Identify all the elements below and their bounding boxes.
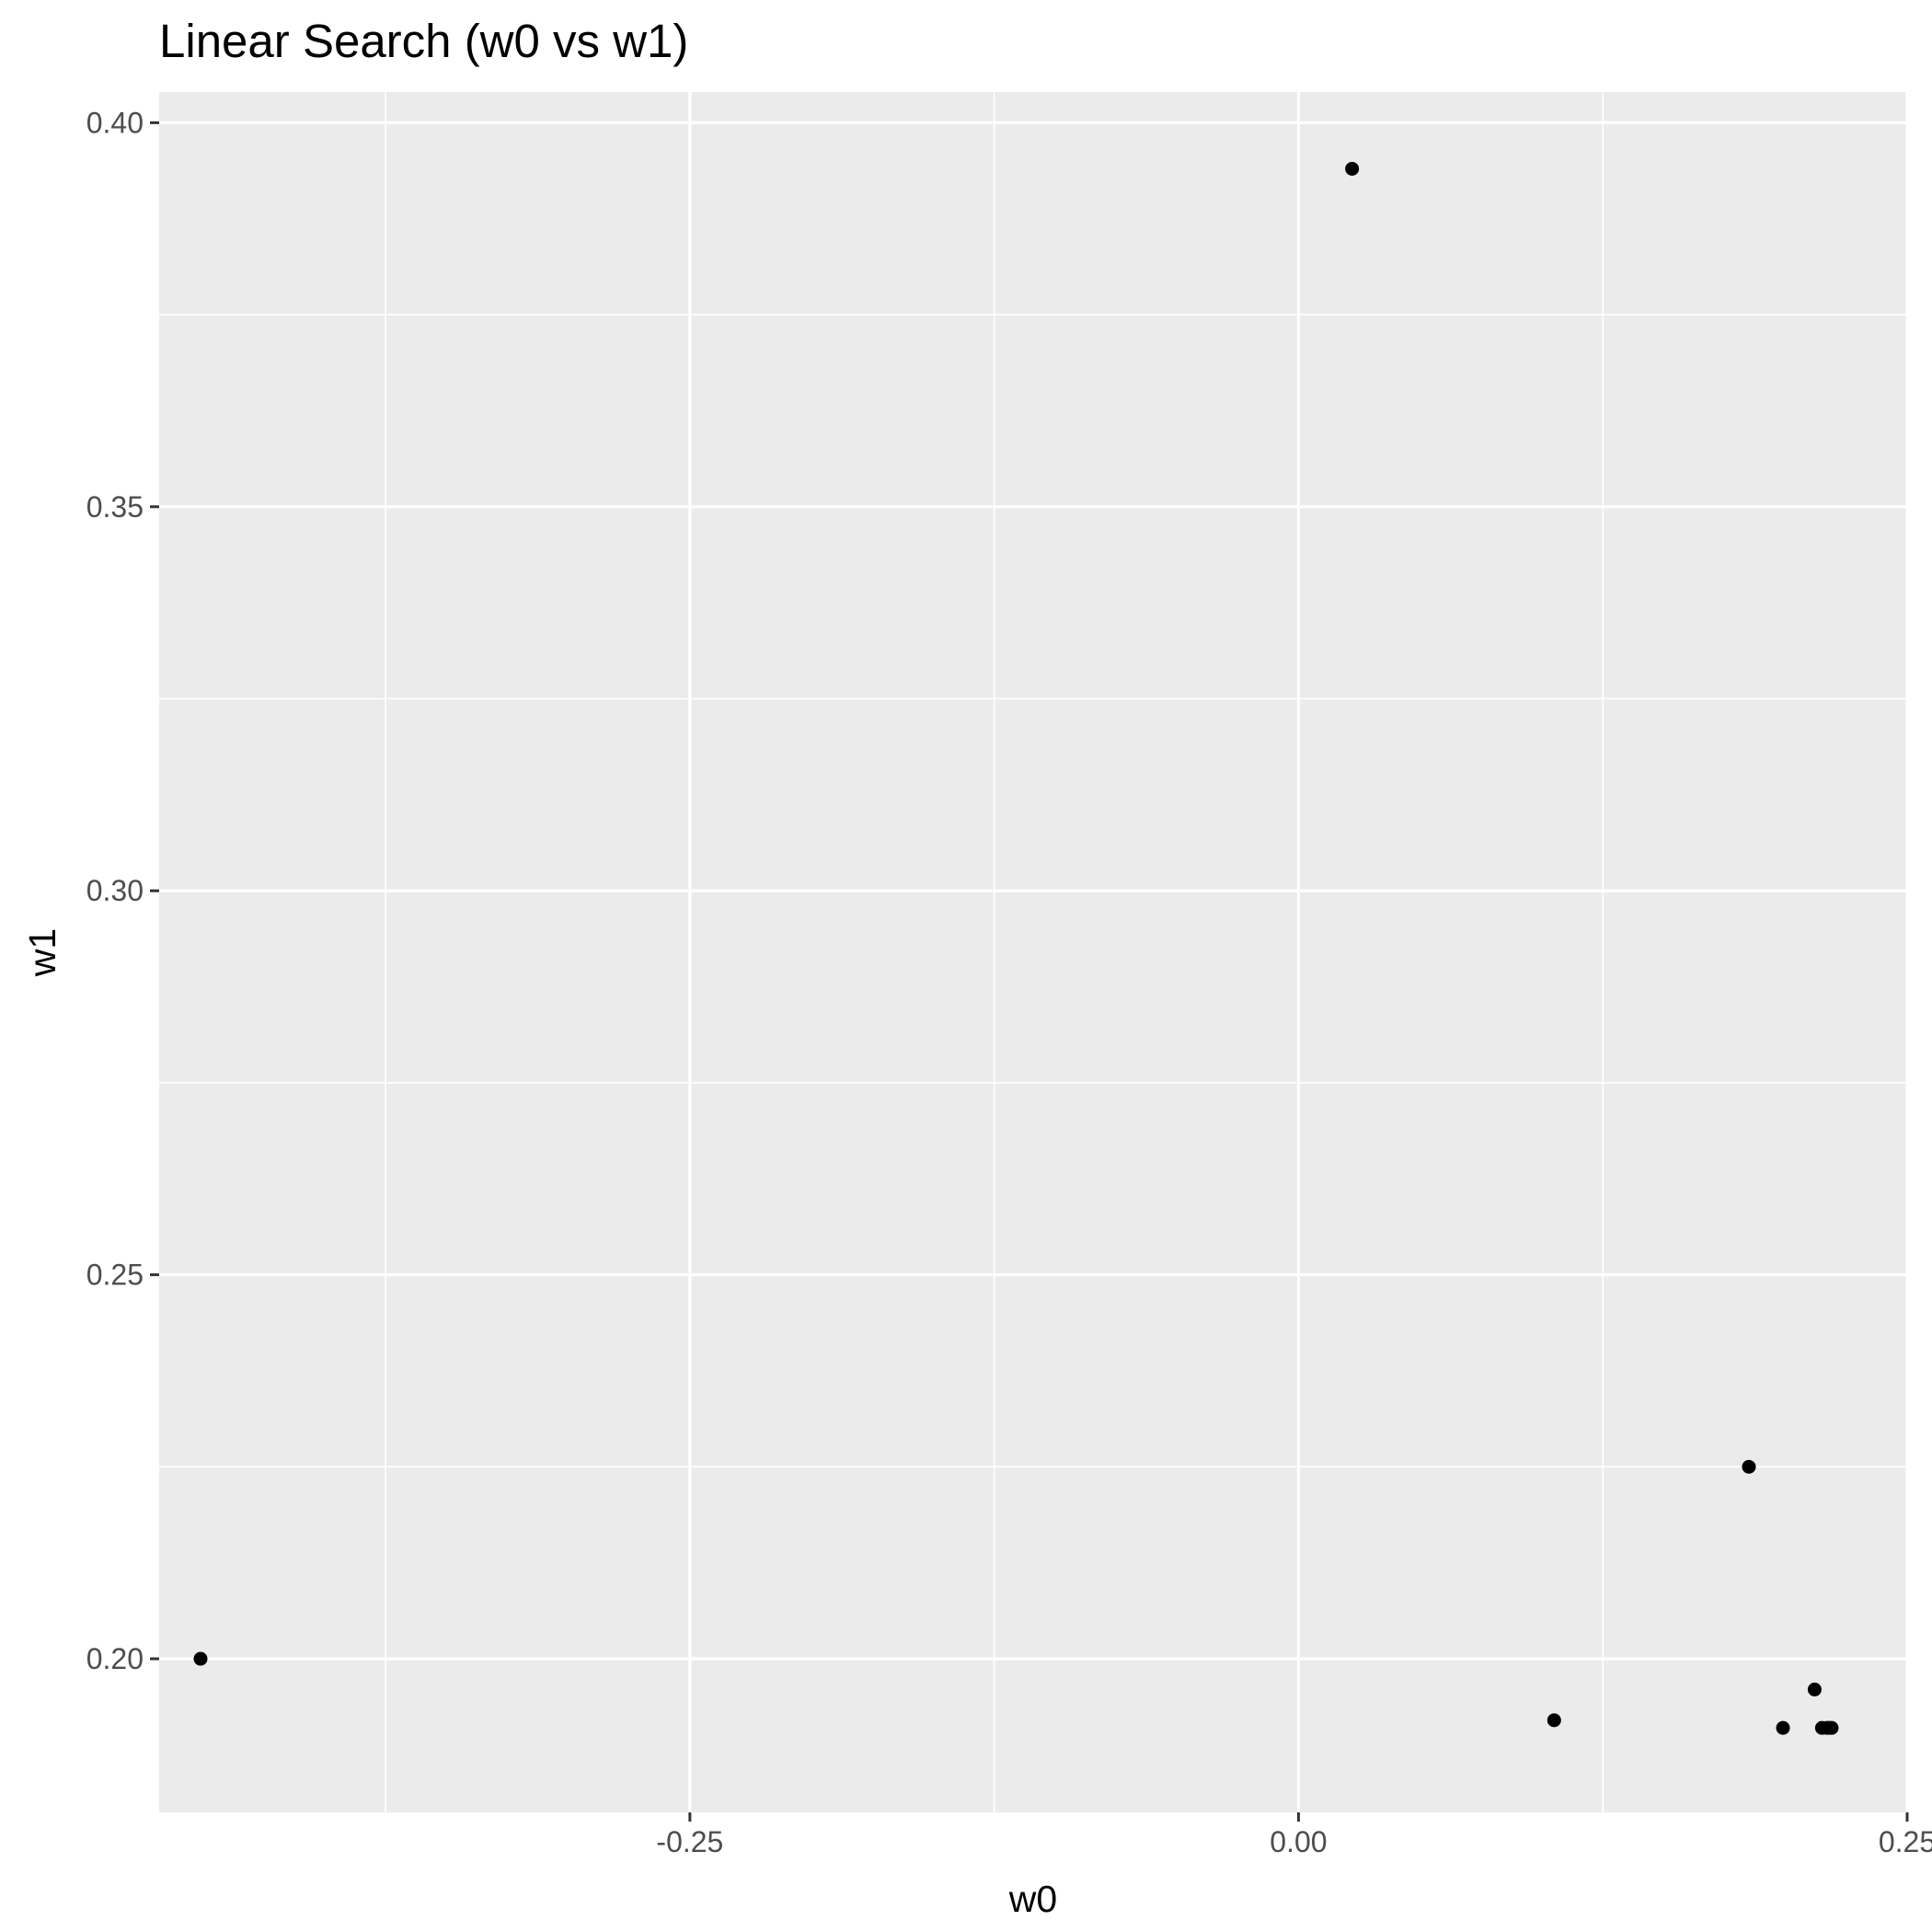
x-tick-label: 0.00 <box>1270 1825 1327 1858</box>
x-axis-title: w0 <box>1008 1878 1057 1920</box>
chart-title: Linear Search (w0 vs w1) <box>159 15 688 67</box>
y-tick-label: 0.20 <box>86 1642 144 1675</box>
data-point <box>1547 1713 1561 1728</box>
axis-ticks <box>150 121 1909 1822</box>
minor-gridlines <box>159 92 1907 1812</box>
y-tick-label: 0.30 <box>86 874 144 907</box>
y-tick-label: 0.25 <box>86 1259 144 1292</box>
data-point <box>1742 1459 1756 1474</box>
y-tick-label: 0.35 <box>86 490 144 523</box>
tick-labels: -0.25 0.00 0.25 0.20 0.25 0.30 0.35 0.40 <box>86 106 1932 1858</box>
data-point <box>1824 1720 1839 1735</box>
y-tick-label: 0.40 <box>86 106 144 139</box>
data-point <box>1345 161 1360 176</box>
x-tick-label: -0.25 <box>656 1825 723 1858</box>
data-point <box>1776 1720 1790 1735</box>
data-point <box>1807 1682 1822 1696</box>
x-tick-label: 0.25 <box>1879 1825 1932 1858</box>
data-points <box>193 161 1839 1735</box>
plot-panel <box>159 92 1907 1812</box>
data-point <box>193 1651 208 1666</box>
y-axis-title: w1 <box>21 928 63 977</box>
major-gridlines <box>159 92 1909 1812</box>
